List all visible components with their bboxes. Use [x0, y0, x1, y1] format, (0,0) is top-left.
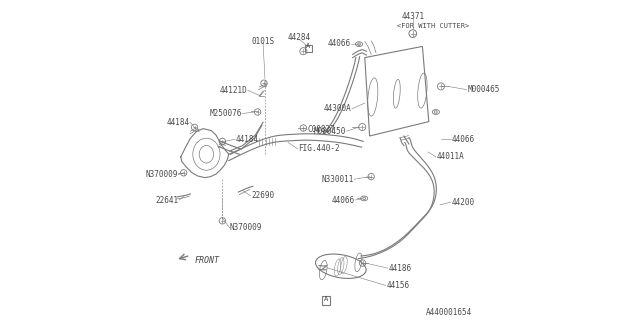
Text: C00827: C00827: [308, 125, 335, 134]
Text: FIG.440-2: FIG.440-2: [298, 144, 340, 153]
Text: 0101S: 0101S: [252, 37, 275, 46]
Text: N370009: N370009: [230, 223, 262, 232]
Text: A: A: [306, 44, 310, 49]
Text: 44011A: 44011A: [437, 152, 465, 161]
Text: 44066: 44066: [332, 196, 355, 204]
Text: 44066: 44066: [327, 39, 351, 48]
Text: 22690: 22690: [251, 191, 275, 200]
Text: N330011: N330011: [321, 175, 354, 184]
Text: 44300A: 44300A: [324, 104, 351, 113]
Text: M000465: M000465: [467, 85, 500, 94]
Text: 44186: 44186: [388, 264, 412, 273]
Text: 44371: 44371: [401, 12, 424, 20]
Text: 44284: 44284: [287, 33, 310, 42]
Text: 44066: 44066: [451, 135, 474, 144]
Text: M250076: M250076: [209, 109, 242, 118]
Text: 44184: 44184: [236, 135, 259, 144]
Text: 44121D: 44121D: [220, 86, 247, 95]
Text: A: A: [324, 296, 328, 302]
Text: 44200: 44200: [451, 198, 474, 207]
Text: A440001654: A440001654: [426, 308, 472, 317]
Text: <FOR WITH CUTTER>: <FOR WITH CUTTER>: [397, 23, 470, 28]
Text: 22641: 22641: [156, 196, 179, 204]
Text: 44184: 44184: [166, 118, 189, 127]
Text: FRONT: FRONT: [195, 256, 220, 265]
Text: M000450: M000450: [314, 127, 346, 136]
Text: 44156: 44156: [387, 281, 410, 290]
Text: N370009: N370009: [145, 170, 178, 179]
